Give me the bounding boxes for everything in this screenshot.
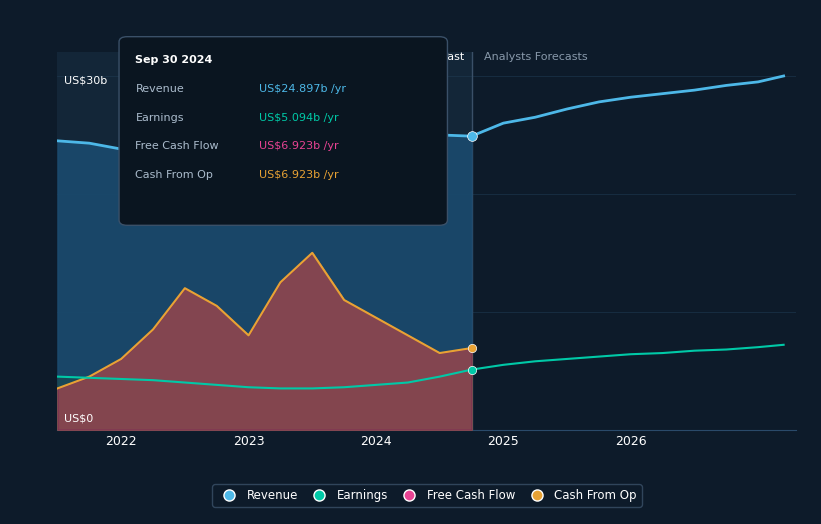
Text: US$0: US$0	[64, 414, 93, 424]
Text: US$6.923b /yr: US$6.923b /yr	[259, 170, 338, 180]
Bar	[471, 52, 796, 430]
Text: US$5.094b /yr: US$5.094b /yr	[259, 113, 338, 123]
Text: Cash From Op: Cash From Op	[135, 170, 213, 180]
Text: US$6.923b /yr: US$6.923b /yr	[259, 141, 338, 151]
Text: US$24.897b /yr: US$24.897b /yr	[259, 84, 346, 94]
Text: Past: Past	[442, 52, 466, 62]
Text: Sep 30 2024: Sep 30 2024	[135, 55, 213, 65]
Legend: Revenue, Earnings, Free Cash Flow, Cash From Op: Revenue, Earnings, Free Cash Flow, Cash …	[212, 484, 642, 507]
Text: Analysts Forecasts: Analysts Forecasts	[484, 52, 588, 62]
Text: US$30b: US$30b	[64, 76, 107, 86]
Text: Free Cash Flow: Free Cash Flow	[135, 141, 219, 151]
Text: Earnings: Earnings	[135, 113, 184, 123]
Text: Revenue: Revenue	[135, 84, 184, 94]
Bar	[57, 52, 471, 430]
